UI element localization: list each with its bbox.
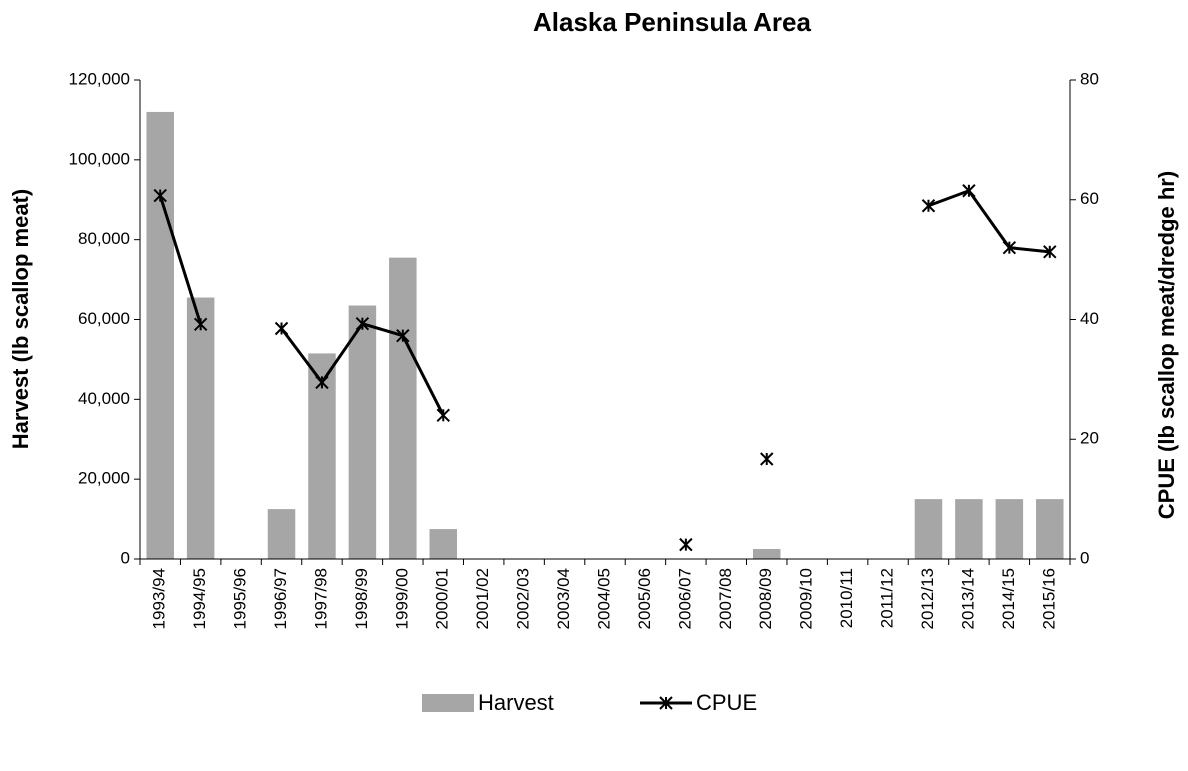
bar <box>429 529 458 559</box>
x-tick-label: 2011/12 <box>878 568 897 628</box>
marker <box>355 316 370 331</box>
x-tick-label: 1997/98 <box>311 568 330 629</box>
marker <box>274 321 289 336</box>
legend-marker <box>659 696 673 710</box>
marker <box>962 184 976 198</box>
x-tick-label: 2007/08 <box>716 568 735 629</box>
line <box>158 195 203 325</box>
y-tick-label: 100,000 <box>69 149 130 168</box>
x-tick-label: 2006/07 <box>675 568 694 629</box>
marker <box>679 537 693 552</box>
y-tick-label: 20,000 <box>78 469 130 488</box>
x-tick-label: 2009/10 <box>797 568 816 629</box>
bar <box>752 549 781 559</box>
x-tick-label: 2015/16 <box>1039 568 1058 629</box>
y-tick-label: 120,000 <box>69 69 130 88</box>
y2-tick-label: 80 <box>1080 69 1099 88</box>
x-tick-label: 1993/94 <box>150 568 169 629</box>
y-tick-label: 40,000 <box>78 389 130 408</box>
bar <box>267 509 296 559</box>
x-tick-label: 2012/13 <box>918 568 937 629</box>
bar <box>348 305 377 559</box>
bar <box>914 499 943 559</box>
marker <box>396 328 410 343</box>
y2-axis-label: CPUE (lb scallop meat/dredge hr) <box>1154 171 1179 519</box>
bar <box>186 297 215 559</box>
marker <box>760 452 774 466</box>
x-tick-label: 2002/03 <box>514 568 533 629</box>
chart-title: Alaska Peninsula Area <box>533 7 811 37</box>
x-tick-label: 2001/02 <box>473 568 492 629</box>
y2-tick-label: 60 <box>1080 189 1099 208</box>
legend-label: CPUE <box>696 690 757 715</box>
marker <box>315 375 329 390</box>
y2-tick-label: 40 <box>1080 309 1099 328</box>
y-tick-label: 60,000 <box>78 309 130 328</box>
y2-tick-label: 20 <box>1080 429 1099 448</box>
marker <box>921 199 936 213</box>
y-axis-label: Harvest (lb scallop meat) <box>8 189 33 449</box>
y-tick-label: 80,000 <box>78 229 130 248</box>
x-tick-label: 2003/04 <box>554 568 573 629</box>
x-tick-label: 2004/05 <box>594 568 613 629</box>
legend-swatch <box>422 694 474 712</box>
x-tick-label: 1994/95 <box>190 568 209 629</box>
marker <box>436 408 450 423</box>
x-tick-label: 2010/11 <box>837 568 856 628</box>
bar <box>1036 499 1064 559</box>
bar <box>146 111 174 559</box>
x-tick-label: 1996/97 <box>271 568 290 629</box>
x-tick-label: 2013/14 <box>958 568 977 629</box>
marker <box>1002 240 1017 255</box>
x-tick-label: 2000/01 <box>433 568 452 629</box>
x-tick-label: 2014/15 <box>999 568 1018 629</box>
bar <box>389 257 417 559</box>
y-tick-label: 0 <box>121 548 130 567</box>
x-tick-label: 1995/96 <box>231 568 250 629</box>
marker <box>153 188 167 203</box>
marker <box>1043 245 1057 259</box>
x-tick-label: 2005/06 <box>635 568 654 629</box>
x-tick-label: 2008/09 <box>756 568 775 629</box>
x-tick-label: 1999/00 <box>392 568 411 629</box>
bar <box>955 499 983 559</box>
line <box>927 188 1050 254</box>
legend-label: Harvest <box>478 690 554 715</box>
y2-tick-label: 0 <box>1080 548 1089 567</box>
marker <box>193 317 208 331</box>
x-tick-label: 1998/99 <box>352 568 371 629</box>
bar <box>995 499 1024 559</box>
